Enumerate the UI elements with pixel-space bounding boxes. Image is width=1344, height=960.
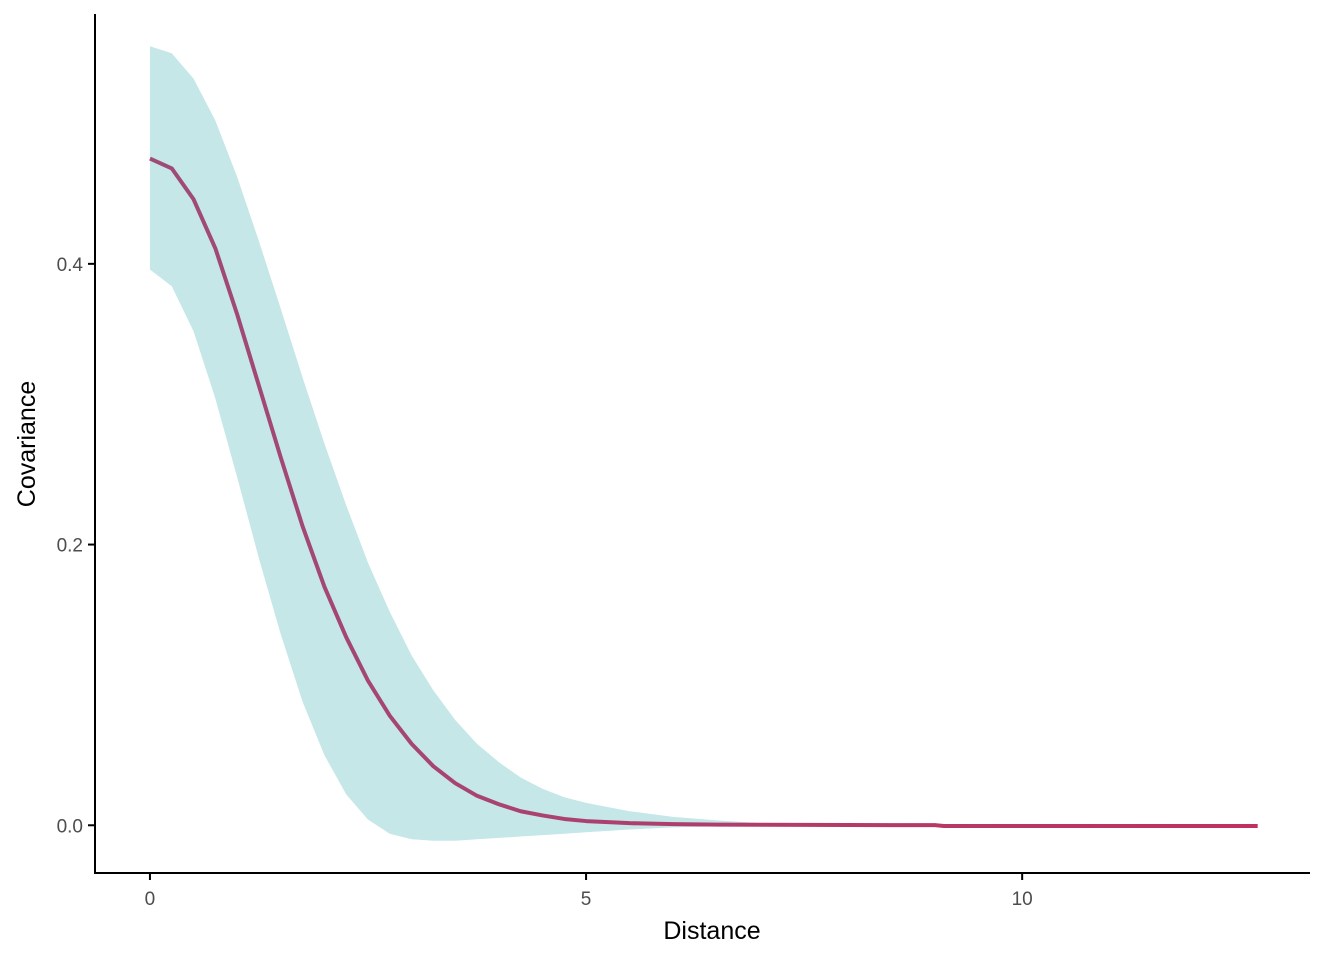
- confidence-band: [149, 46, 1258, 841]
- y-axis-title: Covariance: [13, 381, 41, 507]
- y-tick-label: 0.0: [57, 816, 83, 837]
- x-tick-label: 0: [145, 889, 156, 910]
- y-axis-ticks: 0.0 0.2 0.4: [57, 255, 95, 837]
- y-tick-label: 0.4: [57, 255, 84, 276]
- y-tick-label: 0.2: [57, 536, 83, 557]
- x-axis-ticks: 0 5 10: [145, 873, 1033, 910]
- x-axis-title: Distance: [663, 917, 760, 945]
- x-tick-label: 10: [1012, 889, 1033, 910]
- x-tick-label: 5: [581, 889, 592, 910]
- covariance-line: [149, 156, 1258, 828]
